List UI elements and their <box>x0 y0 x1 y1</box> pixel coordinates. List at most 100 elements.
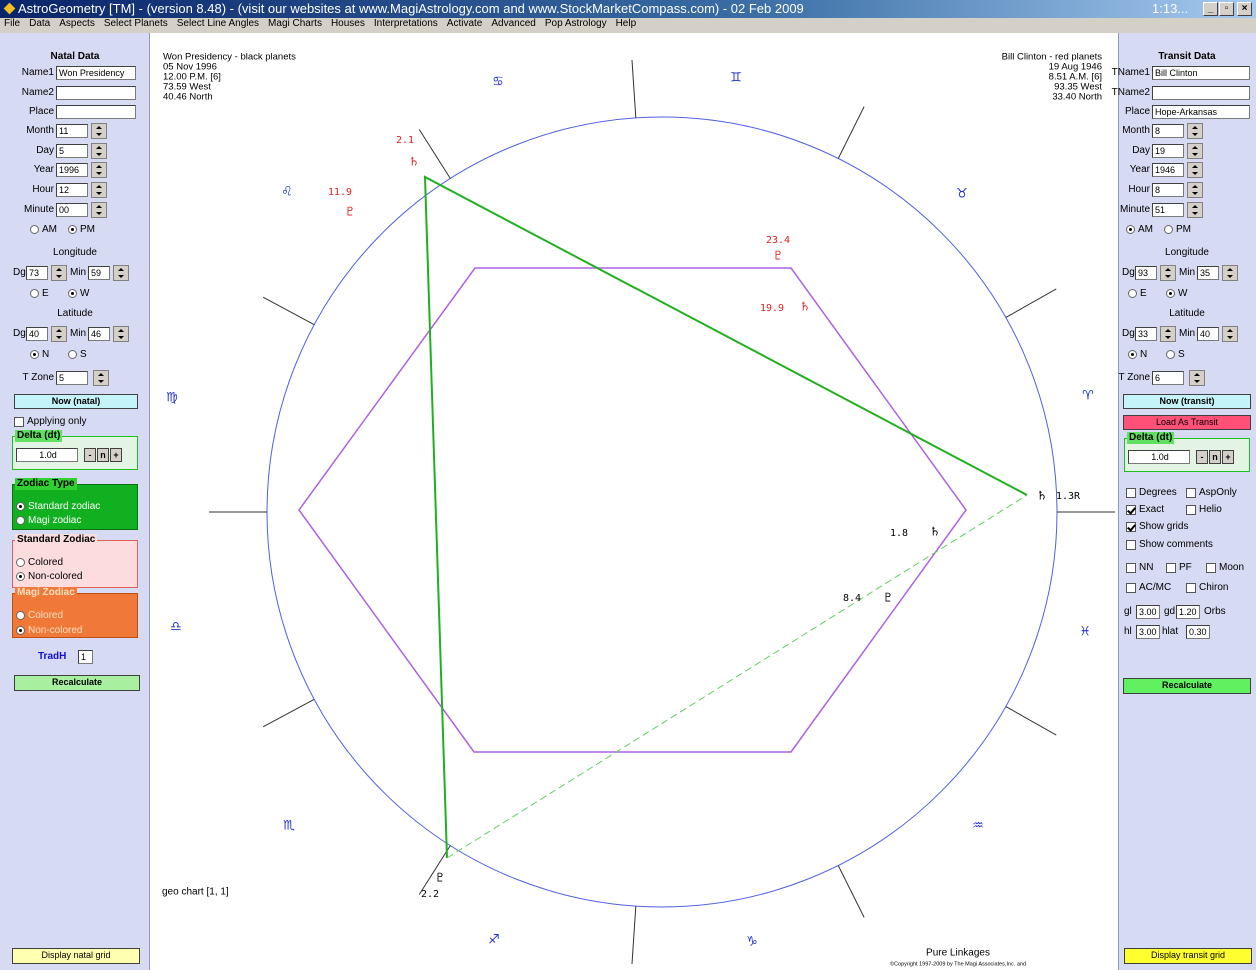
button[interactable]: Recalculate <box>14 675 140 691</box>
radio-button[interactable] <box>16 572 25 581</box>
menu-item[interactable]: Activate <box>446 18 483 29</box>
text-input[interactable]: 0.30 <box>1186 625 1210 639</box>
text-input[interactable]: 73 <box>26 266 48 280</box>
checkbox[interactable] <box>1126 522 1136 532</box>
radio-button[interactable] <box>1164 225 1173 234</box>
text-input[interactable]: 59 <box>88 266 110 280</box>
menu-item[interactable]: Houses <box>330 18 365 29</box>
text-input[interactable] <box>56 105 136 119</box>
spinner[interactable] <box>1222 326 1238 342</box>
spinner[interactable] <box>1187 201 1203 218</box>
text-input[interactable]: 00 <box>56 202 88 217</box>
spinner[interactable] <box>1187 142 1203 159</box>
menu-item[interactable]: Aspects <box>59 18 95 29</box>
spinner[interactable] <box>91 162 107 179</box>
button[interactable]: Now (natal) <box>14 394 138 409</box>
spinner[interactable] <box>93 370 109 386</box>
spinner[interactable] <box>91 123 107 139</box>
checkbox[interactable] <box>1126 540 1136 550</box>
text-input[interactable]: Bill Clinton <box>1152 66 1250 80</box>
button[interactable]: Recalculate <box>1123 678 1251 694</box>
checkbox[interactable] <box>1186 488 1196 498</box>
checkbox[interactable] <box>1126 583 1136 593</box>
text-input[interactable]: 1.0d <box>1128 450 1190 464</box>
text-input[interactable]: 3.00 <box>1136 605 1160 619</box>
text-input[interactable]: Won Presidency <box>56 66 136 80</box>
radio-button[interactable] <box>68 289 77 298</box>
menu-item[interactable]: Advanced <box>491 18 536 29</box>
spinner[interactable] <box>51 265 67 281</box>
menu-item[interactable]: Help <box>615 18 637 29</box>
radio-button[interactable] <box>16 611 25 620</box>
button[interactable]: - <box>84 448 96 462</box>
text-input[interactable]: 93 <box>1135 266 1157 280</box>
button[interactable]: Display transit grid <box>1124 948 1252 964</box>
text-input[interactable] <box>56 86 136 100</box>
text-input[interactable]: 1 <box>78 650 93 664</box>
radio-button[interactable] <box>1128 350 1137 359</box>
text-input[interactable]: 40 <box>1197 327 1219 341</box>
text-input[interactable]: 8 <box>1152 124 1184 138</box>
menu-item[interactable]: Pop Astrology <box>544 18 607 29</box>
spinner[interactable] <box>1160 265 1176 281</box>
spinner[interactable] <box>91 142 107 159</box>
button[interactable]: Load As Transit <box>1123 415 1251 430</box>
spinner[interactable] <box>91 182 107 199</box>
radio-button[interactable] <box>16 558 25 567</box>
text-input[interactable]: 5 <box>56 371 88 385</box>
minimize-button[interactable]: _ <box>1203 2 1218 16</box>
text-input[interactable] <box>1152 86 1250 100</box>
text-input[interactable]: 51 <box>1152 202 1184 217</box>
radio-button[interactable] <box>30 350 39 359</box>
spinner[interactable] <box>91 201 107 218</box>
radio-button[interactable] <box>68 225 77 234</box>
spinner[interactable] <box>51 326 67 342</box>
radio-button[interactable] <box>68 350 77 359</box>
radio-button[interactable] <box>30 225 39 234</box>
radio-button[interactable] <box>16 516 25 525</box>
text-input[interactable]: 46 <box>88 327 110 341</box>
text-input[interactable]: 1996 <box>56 163 88 178</box>
checkbox[interactable] <box>1206 563 1216 573</box>
menu-item[interactable]: File <box>4 18 21 29</box>
radio-button[interactable] <box>16 626 25 635</box>
text-input[interactable]: 1.20 <box>1176 605 1200 619</box>
text-input[interactable]: 1.0d <box>16 448 78 462</box>
menu-item[interactable]: Select Planets <box>103 18 168 29</box>
button[interactable]: - <box>1196 450 1208 464</box>
spinner[interactable] <box>1187 123 1203 139</box>
text-input[interactable]: 19 <box>1152 143 1184 158</box>
button[interactable]: Now (transit) <box>1123 394 1251 409</box>
button[interactable]: n <box>1209 450 1221 464</box>
checkbox[interactable] <box>1126 563 1136 573</box>
close-button[interactable]: × <box>1237 2 1252 16</box>
maximize-button[interactable]: ▫ <box>1219 2 1234 16</box>
menu-item[interactable]: Magi Charts <box>268 18 322 29</box>
radio-button[interactable] <box>1166 289 1175 298</box>
text-input[interactable]: 8 <box>1152 183 1184 198</box>
checkbox[interactable] <box>1166 563 1176 573</box>
spinner[interactable] <box>1160 326 1176 342</box>
checkbox[interactable] <box>1186 505 1196 515</box>
text-input[interactable]: Hope-Arkansas <box>1152 105 1250 119</box>
text-input[interactable]: 11 <box>56 124 88 138</box>
text-input[interactable]: 35 <box>1197 266 1219 280</box>
checkbox[interactable] <box>14 417 24 427</box>
spinner[interactable] <box>1189 370 1205 386</box>
text-input[interactable]: 6 <box>1152 371 1184 385</box>
radio-button[interactable] <box>1166 350 1175 359</box>
spinner[interactable] <box>113 326 129 342</box>
radio-button[interactable] <box>1128 289 1137 298</box>
checkbox[interactable] <box>1186 583 1196 593</box>
text-input[interactable]: 33 <box>1135 327 1157 341</box>
spinner[interactable] <box>113 265 129 281</box>
button[interactable]: + <box>110 448 122 462</box>
text-input[interactable]: 3.00 <box>1136 625 1160 639</box>
button[interactable]: + <box>1222 450 1234 464</box>
radio-button[interactable] <box>30 289 39 298</box>
text-input[interactable]: 1946 <box>1152 163 1184 178</box>
radio-button[interactable] <box>16 502 25 511</box>
text-input[interactable]: 40 <box>26 327 48 341</box>
spinner[interactable] <box>1222 265 1238 281</box>
button[interactable]: n <box>97 448 109 462</box>
